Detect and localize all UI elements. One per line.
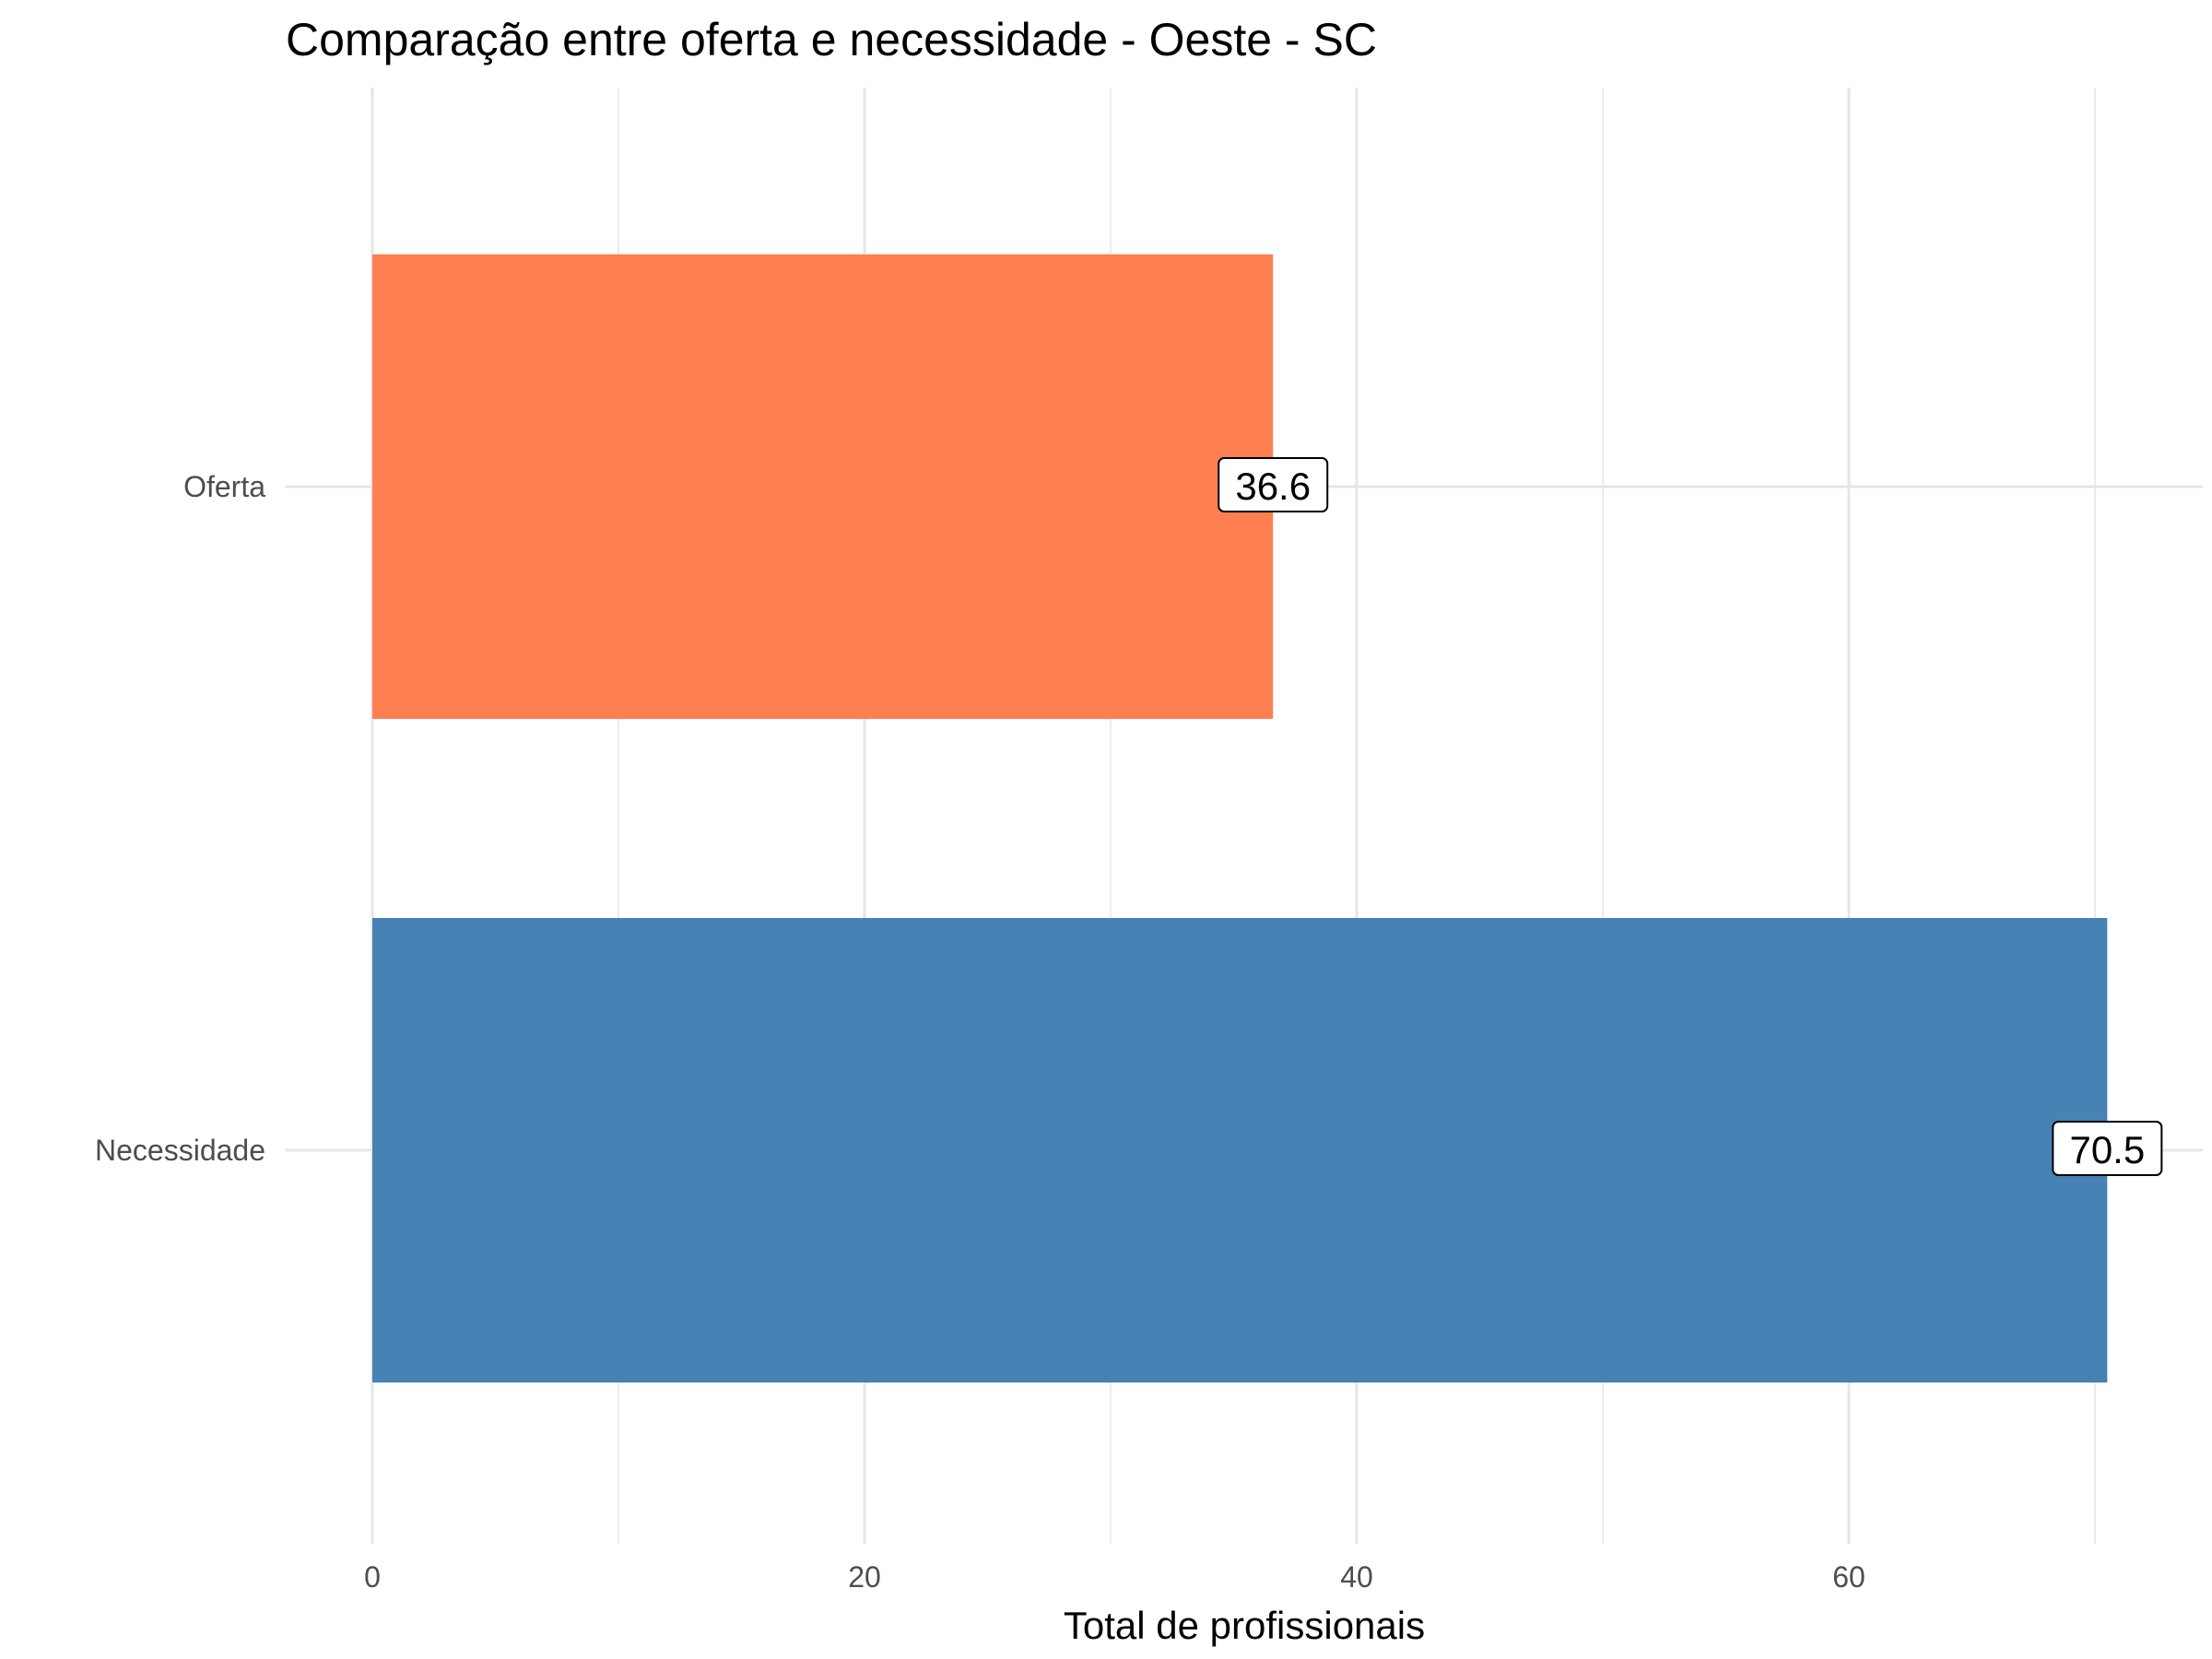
bar-necessidade [372, 918, 2108, 1382]
x-tick-label: 40 [1340, 1560, 1373, 1594]
x-axis-title: Total de profissionais [1064, 1604, 1425, 1647]
data-label: 70.5 [2069, 1128, 2145, 1171]
x-tick-label: 0 [364, 1560, 381, 1594]
data-label-box [1218, 457, 1329, 512]
bars [372, 254, 2108, 1382]
data-labels: 36.6 70.5 [1218, 457, 2163, 1176]
x-tick-label: 60 [1832, 1560, 1865, 1594]
x-axis-tick-labels: 0 20 40 60 [364, 1560, 1865, 1594]
y-tick-label: Oferta [183, 470, 265, 503]
bar-oferta [372, 254, 1274, 719]
data-label-box [2052, 1121, 2163, 1176]
data-label: 36.6 [1235, 465, 1311, 508]
chart-title: Comparação entre oferta e necessidade - … [286, 14, 1377, 65]
x-tick-label: 20 [848, 1560, 881, 1594]
y-tick-label: Necessidade [95, 1134, 265, 1167]
y-axis-tick-labels: Oferta Necessidade [95, 470, 265, 1167]
